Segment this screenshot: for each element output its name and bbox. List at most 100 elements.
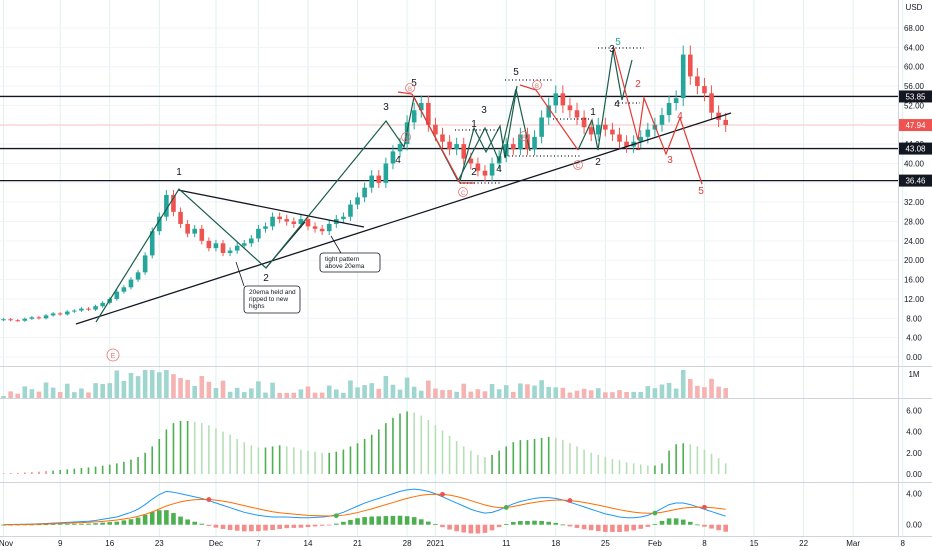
candle-body[interactable] <box>263 226 268 229</box>
candle-body[interactable] <box>326 223 332 232</box>
candle-body[interactable] <box>277 216 282 220</box>
time-axis[interactable]: Nov 9 16 23 Dec 7 14 21 28 2021 11 18 25 Feb 8 15 22 Mar 8 <box>0 539 905 548</box>
candle-body[interactable] <box>518 134 523 149</box>
candle-body[interactable] <box>461 144 467 159</box>
candle-body[interactable] <box>355 197 360 205</box>
candle-body[interactable] <box>284 219 290 222</box>
candle-body[interactable] <box>680 54 686 99</box>
earnings-marker[interactable]: E <box>106 348 120 362</box>
candle-body[interactable] <box>390 151 396 164</box>
candle-body[interactable] <box>100 302 105 307</box>
candle-body[interactable] <box>15 320 20 322</box>
candle-body[interactable] <box>79 308 84 311</box>
candle-body[interactable] <box>673 98 679 103</box>
trend-line-lower[interactable] <box>75 112 732 325</box>
candle-body[interactable] <box>1 319 6 321</box>
candle-body[interactable] <box>723 119 728 126</box>
candle-body[interactable] <box>319 228 325 232</box>
candle-body[interactable] <box>617 134 622 142</box>
candle-body[interactable] <box>348 204 353 217</box>
candle-body[interactable] <box>135 272 141 280</box>
candle-body[interactable] <box>312 226 318 229</box>
candle-body[interactable] <box>93 306 98 310</box>
candle-body[interactable] <box>539 117 544 137</box>
candle-body[interactable] <box>114 291 120 299</box>
candle-body[interactable] <box>234 245 240 251</box>
candle-body[interactable] <box>341 216 346 220</box>
wave-red-3[interactable] <box>613 47 703 185</box>
candle-body[interactable] <box>220 243 226 253</box>
candle-body[interactable] <box>128 279 134 288</box>
candle-body[interactable] <box>149 231 155 256</box>
candle-body[interactable] <box>178 211 183 224</box>
candle-body[interactable] <box>560 93 566 106</box>
candle-body[interactable] <box>603 124 608 130</box>
candle-body[interactable] <box>688 54 693 77</box>
candle-body[interactable] <box>716 112 721 120</box>
candle-body[interactable] <box>72 310 77 312</box>
candle-body[interactable] <box>157 216 162 232</box>
candle-body[interactable] <box>475 163 481 171</box>
candle-body[interactable] <box>440 134 445 142</box>
candle-body[interactable] <box>22 318 28 321</box>
candle-body[interactable] <box>532 136 537 149</box>
wave-red-2[interactable] <box>519 84 579 151</box>
candle-body[interactable] <box>397 144 403 152</box>
candle-body[interactable] <box>468 158 474 164</box>
candle-body[interactable] <box>588 127 594 135</box>
candle-body[interactable] <box>376 175 382 183</box>
candle-body[interactable] <box>291 221 297 224</box>
candle-body[interactable] <box>171 194 176 212</box>
candle-body[interactable] <box>256 228 261 239</box>
candle-body[interactable] <box>86 308 91 310</box>
candle-body[interactable] <box>553 93 559 106</box>
candle-body[interactable] <box>447 141 452 149</box>
trend-line-upper[interactable] <box>177 189 365 228</box>
note-callout-2[interactable]: tight pattern above 20ema <box>319 235 381 273</box>
candle-body[interactable] <box>43 315 49 319</box>
candle-body[interactable] <box>433 124 438 135</box>
candle-body[interactable] <box>362 187 367 198</box>
candle-body[interactable] <box>298 219 304 224</box>
candle-body[interactable] <box>638 136 644 142</box>
candle-body[interactable] <box>489 163 495 176</box>
candle-body[interactable] <box>305 219 311 227</box>
candle-body[interactable] <box>249 238 254 244</box>
candle-body[interactable] <box>213 243 219 249</box>
candle-body[interactable] <box>8 319 13 321</box>
candle-body[interactable] <box>418 102 424 111</box>
candle-body[interactable] <box>411 110 417 123</box>
candle-body[interactable] <box>454 144 459 149</box>
candle-body[interactable] <box>426 102 431 125</box>
candle-body[interactable] <box>702 86 707 94</box>
candle-body[interactable] <box>29 317 35 319</box>
wave-green-3[interactable] <box>577 49 633 151</box>
candle-body[interactable] <box>595 124 601 135</box>
note-callout-1[interactable]: 20ema held and ripped to new highs <box>235 261 301 314</box>
candle-body[interactable] <box>369 175 374 188</box>
candle-body[interactable] <box>164 194 169 217</box>
candle-body[interactable] <box>383 163 389 183</box>
wave-green-2[interactable] <box>459 85 518 182</box>
candle-body[interactable] <box>50 313 56 316</box>
oscillator-2-pane[interactable] <box>1 488 728 534</box>
candle-body[interactable] <box>624 141 629 147</box>
candle-body[interactable] <box>695 76 700 87</box>
candle-body[interactable] <box>121 287 127 292</box>
candle-body[interactable] <box>142 255 148 273</box>
wave-green-1[interactable] <box>95 88 531 323</box>
volume-pane[interactable] <box>1 370 728 398</box>
candle-body[interactable] <box>185 223 190 234</box>
candle-body[interactable] <box>581 117 587 128</box>
candle-body[interactable] <box>567 105 573 111</box>
candle-body[interactable] <box>709 93 714 113</box>
candle-body[interactable] <box>546 105 551 118</box>
candle-body[interactable] <box>192 228 197 234</box>
candle-body[interactable] <box>666 102 672 116</box>
candle-body[interactable] <box>57 313 63 315</box>
candle-body[interactable] <box>610 129 615 135</box>
candle-body[interactable] <box>241 243 247 246</box>
price-axis[interactable]: 68.0064.0060.0056.0052.0048.0044.0040.00… <box>904 24 925 362</box>
oscillator-1-pane[interactable] <box>2 411 727 474</box>
